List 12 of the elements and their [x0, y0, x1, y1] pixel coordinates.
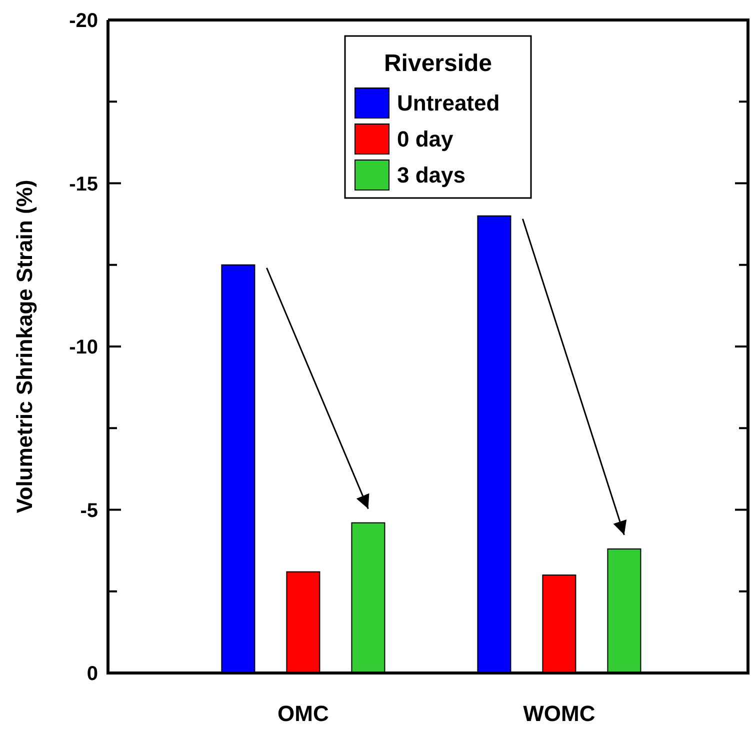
legend-label: 0 day [397, 126, 454, 152]
legend-title: Riverside [384, 50, 492, 77]
y-tick-label: -20 [69, 10, 98, 32]
y-tick-label: -15 [69, 173, 98, 196]
y-tick-label: -5 [80, 500, 98, 522]
legend-label: Untreated [397, 90, 500, 116]
y-tick-label: -10 [69, 336, 98, 358]
legend-label: 3 days [397, 162, 466, 188]
y-axis-title: Volumetric Shrinkage Strain (%) [12, 180, 37, 514]
x-tick-label: OMC [278, 701, 329, 726]
x-tick-label: WOMC [523, 701, 596, 726]
y-tick-label: 0 [86, 663, 98, 685]
